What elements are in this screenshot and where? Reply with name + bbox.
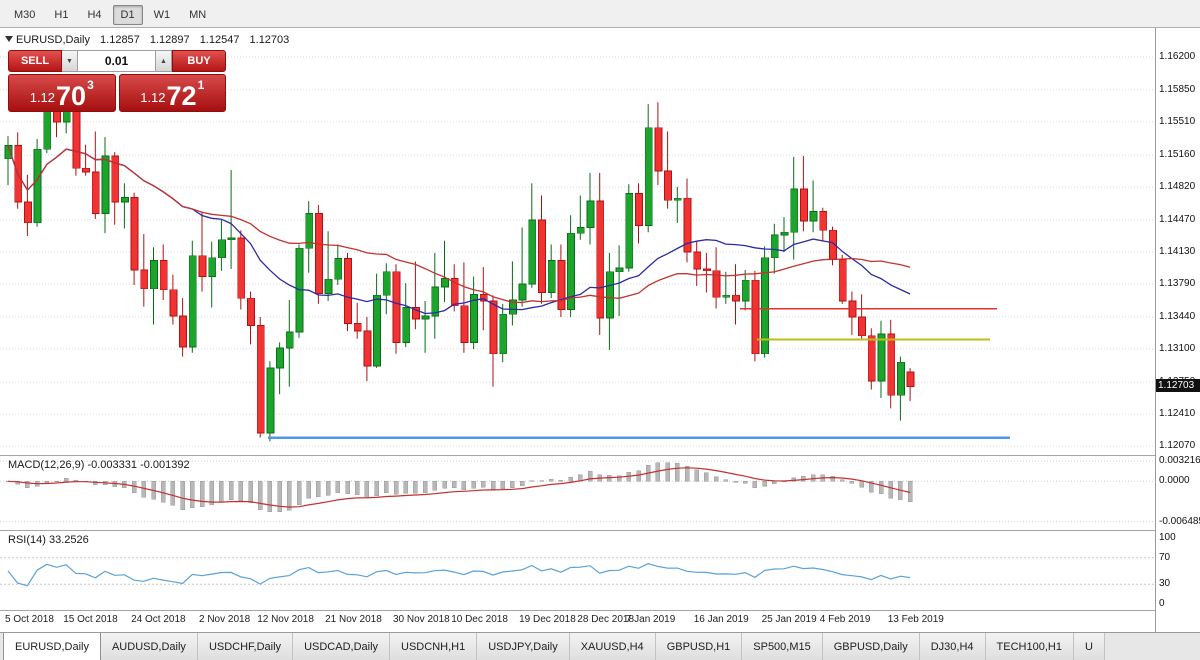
sell-button[interactable]: SELL <box>8 50 62 72</box>
panel-separator[interactable] <box>0 455 1200 456</box>
chart-tab-sp500-m15[interactable]: SP500,M15 <box>742 633 823 660</box>
ohlc-high: 1.12897 <box>149 34 190 46</box>
chart-tab-usdcnh-h1[interactable]: USDCNH,H1 <box>390 633 478 660</box>
sell-price-button[interactable]: 1.12 70 3 <box>8 74 116 112</box>
date-axis: 5 Oct 2018 15 Oct 2018 24 Oct 2018 2 Nov 20… <box>0 610 1155 632</box>
timeframe-button-h4[interactable]: H4 <box>87 8 102 21</box>
one-click-trading-widget: SELL ▼ 0.01 ▲ BUY 1.12 70 3 1.12 72 1 <box>8 50 226 112</box>
date-axis-label: 12 Nov 2018 <box>257 614 314 625</box>
chart-tab-usdcad-daily[interactable]: USDCAD,Daily <box>293 633 391 660</box>
timeframe-button-m30[interactable]: M30 <box>14 8 36 21</box>
buy-price-big: 72 <box>166 81 197 112</box>
chart-tab-eurusd-daily[interactable]: EURUSD,Daily <box>3 633 101 660</box>
date-axis-label: 19 Dec 2018 <box>519 614 576 625</box>
date-axis-label: 7 Jan 2019 <box>625 614 676 625</box>
macd-scale-label: -0.006485 <box>1159 515 1200 527</box>
macd-label: MACD(12,26,9) -0.003331 -0.001392 <box>8 459 190 471</box>
volume-input[interactable]: 0.01 <box>78 50 156 72</box>
buy-button[interactable]: BUY <box>172 50 226 72</box>
price-scale-label: 1.13790 <box>1159 278 1196 290</box>
date-axis-label: 5 Oct 2018 <box>5 614 54 625</box>
timeframe-button-h1[interactable]: H1 <box>54 8 69 21</box>
chart-tab-dj30-h4[interactable]: DJ30,H4 <box>919 633 986 660</box>
ohlc-open: 1.12857 <box>100 34 140 46</box>
rsi-scale-label: 30 <box>1159 578 1171 590</box>
price-scale-label: 1.15510 <box>1159 116 1196 127</box>
buy-price-button[interactable]: 1.12 72 1 <box>118 74 226 112</box>
macd-indicator-canvas[interactable] <box>0 455 1155 530</box>
date-axis-label: 15 Oct 2018 <box>63 614 118 625</box>
chart-tab-audusd-daily[interactable]: AUDUSD,Daily <box>100 633 198 660</box>
chart-tab-tech100-h1[interactable]: TECH100,H1 <box>985 633 1074 660</box>
sell-price-big: 70 <box>56 81 87 112</box>
price-scale-label: 1.15850 <box>1159 83 1196 95</box>
chart-tab-usdchf-daily[interactable]: USDCHF,Daily <box>197 633 294 660</box>
macd-panel <box>0 455 1155 530</box>
rsi-panel <box>0 530 1155 610</box>
date-axis-label: 2 Nov 2018 <box>199 614 251 625</box>
date-axis-label: 25 Jan 2019 <box>761 614 817 625</box>
date-axis-label: 24 Oct 2018 <box>131 614 186 625</box>
date-axis-label: 28 Dec 2018 <box>577 614 635 625</box>
buy-price-prefix: 1.12 <box>140 90 166 105</box>
price-scale-label: 1.14130 <box>1159 246 1196 257</box>
chart-tab-gbpusd-daily[interactable]: GBPUSD,Daily <box>822 633 920 660</box>
chart-tab-usdjpy-daily[interactable]: USDJPY,Daily <box>477 633 570 660</box>
date-axis-label: 30 Nov 2018 <box>393 614 450 625</box>
chart-tab-gbpusd-h1[interactable]: GBPUSD,H1 <box>655 633 743 660</box>
oct-prices-row: 1.12 70 3 1.12 72 1 <box>8 74 226 112</box>
sell-price-prefix: 1.12 <box>29 90 56 105</box>
sell-price-pip: 3 <box>87 78 94 92</box>
price-scale-label: 1.13100 <box>1159 343 1196 355</box>
price-scale-label: 1.12410 <box>1159 408 1196 420</box>
timeframe-button-d1[interactable]: D1 <box>112 4 143 25</box>
rsi-label: RSI(14) 33.2526 <box>8 534 89 546</box>
timeframe-button-mn[interactable]: MN <box>189 8 207 21</box>
panel-separator <box>0 610 1200 611</box>
main-chart-panel <box>0 28 1155 455</box>
macd-scale-label: 0.0000 <box>1159 475 1190 487</box>
ohlc-close: 1.12703 <box>249 34 290 46</box>
chart-tab-xauusd-h4[interactable]: XAUUSD,H4 <box>569 633 656 660</box>
main-price-chart[interactable] <box>0 28 1155 455</box>
volume-decrease-button[interactable]: ▼ <box>62 50 78 72</box>
ohlc-low: 1.12547 <box>199 34 240 46</box>
chart-tab-u[interactable]: U <box>1073 633 1105 660</box>
chart-tabs-bar: EURUSD,Daily AUDUSD,Daily USDCHF,Daily USDC… <box>0 632 1200 660</box>
volume-increase-button[interactable]: ▲ <box>156 50 172 72</box>
date-axis-label: 13 Feb 2019 <box>887 614 944 625</box>
one-click-trading-toggle-icon[interactable] <box>5 36 13 42</box>
timeframe-buttons-group: M30 H1 H4 D1 W1 MN <box>6 4 217 25</box>
chart-window: 5 Oct 2018 15 Oct 2018 24 Oct 2018 2 Nov 20… <box>0 28 1200 632</box>
timeframe-toolbar: M30 H1 H4 D1 W1 MN <box>0 0 1200 28</box>
price-scale-label: 1.14820 <box>1159 181 1196 192</box>
symbol-label: EURUSD,Daily <box>16 34 90 46</box>
arrow-up-icon: ▲ <box>160 57 167 65</box>
rsi-indicator-canvas[interactable] <box>0 530 1155 610</box>
date-axis-label: 21 Nov 2018 <box>325 614 382 625</box>
current-price-tag: 1.12703 <box>1156 379 1200 393</box>
oct-controls-row: SELL ▼ 0.01 ▲ BUY <box>8 50 226 72</box>
date-axis-label: 16 Jan 2019 <box>693 614 749 625</box>
macd-scale-label: 0.003216 <box>1159 455 1200 467</box>
price-scale-column[interactable]: 1.16200 1.15850 1.15510 1.15160 1.14820 1.144… <box>1155 28 1200 632</box>
price-scale-label: 1.14470 <box>1159 213 1196 225</box>
rsi-scale-label: 100 <box>1159 532 1176 543</box>
buy-price-pip: 1 <box>197 78 205 92</box>
price-scale-label: 1.16200 <box>1159 51 1196 62</box>
date-axis-label: 10 Dec 2018 <box>451 614 508 625</box>
price-scale-label: 1.15160 <box>1159 148 1196 160</box>
rsi-scale-label: 70 <box>1159 551 1171 563</box>
price-scale-label: 1.12070 <box>1159 440 1196 452</box>
price-scale-label: 1.13440 <box>1159 310 1196 322</box>
timeframe-button-w1[interactable]: W1 <box>153 8 171 21</box>
panel-separator[interactable] <box>0 530 1200 531</box>
chart-ohlc-header: EURUSD,Daily 1.12857 1.12897 1.12547 1.1… <box>16 34 296 46</box>
arrow-down-icon: ▼ <box>66 57 73 65</box>
date-axis-label: 4 Feb 2019 <box>819 614 871 625</box>
rsi-scale-label: 0 <box>1159 598 1165 609</box>
